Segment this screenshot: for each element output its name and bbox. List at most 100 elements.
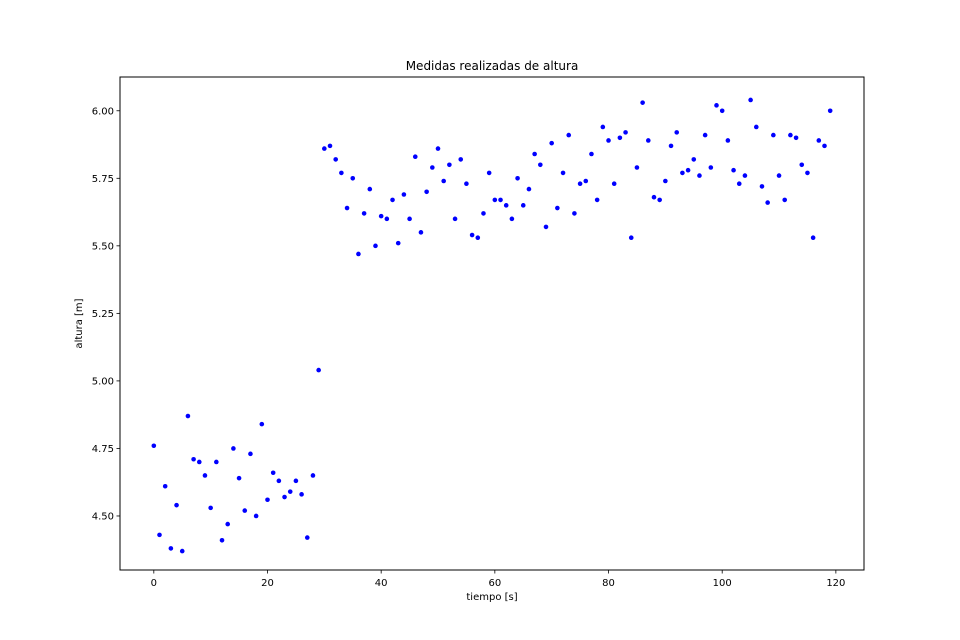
data-point xyxy=(594,197,600,203)
data-point xyxy=(424,189,429,195)
x-tick-label: 60 xyxy=(488,578,501,589)
y-tick-label: 4.50 xyxy=(92,511,114,522)
data-point xyxy=(157,532,162,538)
data-point xyxy=(430,165,435,170)
data-point xyxy=(799,162,805,168)
data-point xyxy=(299,492,304,497)
data-point xyxy=(361,211,367,216)
data-point xyxy=(162,483,168,489)
data-point xyxy=(503,203,509,208)
data-point xyxy=(788,132,793,138)
data-point xyxy=(395,240,401,246)
data-point xyxy=(566,132,572,138)
data-point xyxy=(390,197,395,203)
data-point xyxy=(344,205,350,211)
data-point xyxy=(202,473,208,478)
data-point xyxy=(526,186,532,192)
data-point xyxy=(191,456,196,462)
data-point xyxy=(179,548,185,554)
data-point xyxy=(481,211,486,216)
data-point xyxy=(572,211,577,216)
data-point xyxy=(623,130,628,135)
data-point xyxy=(350,176,356,181)
data-point xyxy=(486,170,492,176)
data-point xyxy=(412,154,418,159)
data-point xyxy=(748,97,753,103)
data-point xyxy=(219,537,225,543)
data-point xyxy=(680,170,685,176)
data-point xyxy=(793,135,799,141)
data-point xyxy=(691,157,697,162)
x-tick-label: 100 xyxy=(713,578,732,589)
data-point xyxy=(515,176,520,181)
y-axis-ticks: 4.50 4.75 5.00 5.25 5.50 5.75 6.00 xyxy=(92,106,120,522)
x-axis-ticks: 0 20 40 60 80 100 120 xyxy=(151,570,845,589)
data-point xyxy=(304,535,310,540)
data-point xyxy=(782,197,788,203)
data-point xyxy=(316,367,321,373)
data-point xyxy=(253,513,259,519)
data-point xyxy=(538,162,543,168)
data-point xyxy=(560,170,566,176)
data-point xyxy=(731,167,736,173)
data-point xyxy=(651,194,657,200)
data-point xyxy=(725,138,731,143)
data-point xyxy=(441,178,446,184)
data-point xyxy=(708,165,714,170)
data-point xyxy=(555,205,560,211)
data-point xyxy=(600,124,606,130)
data-point xyxy=(401,192,407,197)
data-point xyxy=(810,235,816,241)
data-point xyxy=(475,235,481,241)
data-point xyxy=(447,162,452,168)
y-tick-label: 5.00 xyxy=(92,376,114,387)
y-tick-label: 5.75 xyxy=(92,174,114,185)
data-point xyxy=(151,443,157,449)
data-point xyxy=(617,135,623,141)
data-point xyxy=(634,165,640,170)
data-point xyxy=(543,224,549,230)
data-point xyxy=(333,157,339,162)
data-point xyxy=(174,502,179,508)
data-point xyxy=(231,446,236,451)
data-point xyxy=(663,178,668,184)
data-point xyxy=(685,167,691,173)
data-point xyxy=(276,478,282,484)
data-point xyxy=(611,181,617,186)
data-point xyxy=(270,470,276,476)
data-point xyxy=(606,138,611,143)
data-point xyxy=(697,173,702,178)
data-point xyxy=(196,459,202,465)
data-point xyxy=(719,108,725,114)
data-point xyxy=(520,203,526,208)
data-point xyxy=(532,151,537,157)
data-point xyxy=(378,213,384,219)
data-point xyxy=(225,521,231,527)
data-point xyxy=(805,170,810,176)
data-point xyxy=(242,508,248,513)
data-point xyxy=(452,216,458,222)
data-point xyxy=(310,473,316,478)
data-point xyxy=(293,478,299,484)
data-point xyxy=(577,181,583,186)
data-point xyxy=(248,451,253,457)
data-point xyxy=(589,151,594,157)
data-point xyxy=(646,138,651,143)
y-tick-label: 6.00 xyxy=(92,106,114,117)
data-point xyxy=(640,100,645,105)
x-tick-label: 80 xyxy=(602,578,615,589)
data-point xyxy=(458,157,464,162)
data-point xyxy=(765,200,770,205)
plot-frame xyxy=(119,76,865,571)
data-point xyxy=(498,197,503,203)
data-point xyxy=(322,146,327,151)
data-point xyxy=(492,197,498,203)
data-point xyxy=(742,173,748,178)
data-point xyxy=(509,216,515,222)
data-point xyxy=(674,130,680,135)
data-point xyxy=(282,494,287,500)
data-point xyxy=(407,216,412,222)
data-point xyxy=(327,143,333,149)
